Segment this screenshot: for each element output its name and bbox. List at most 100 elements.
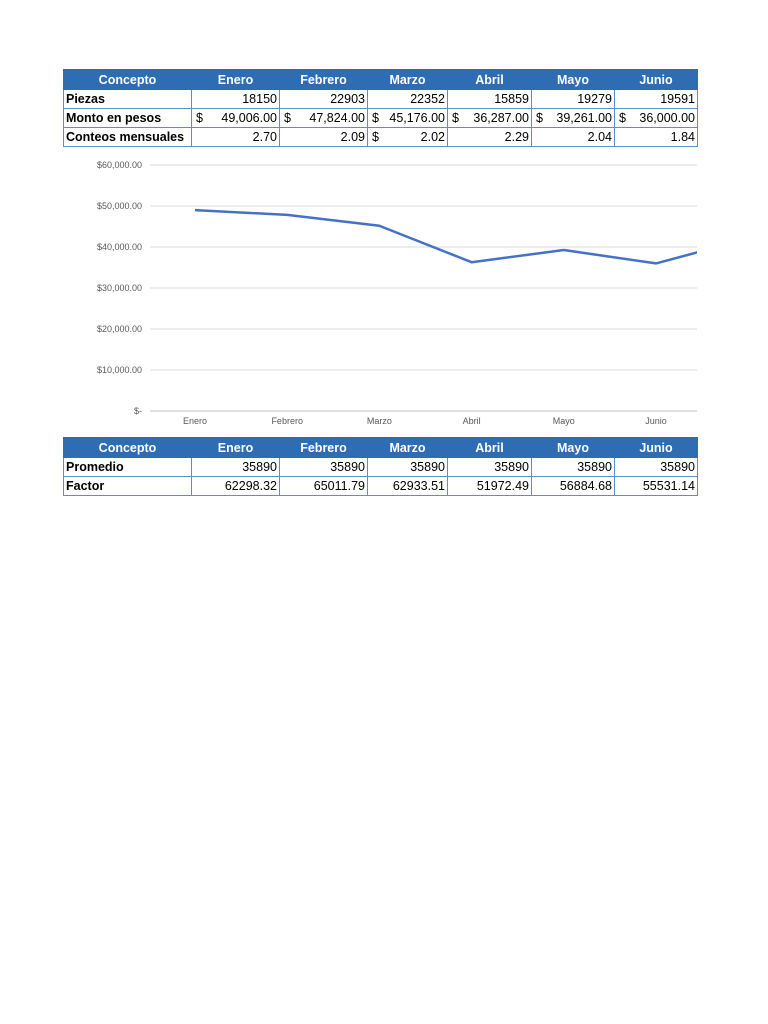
- x-tick-label: Junio: [645, 416, 667, 426]
- currency-symbol: $: [536, 111, 543, 125]
- cell-value: 35890: [242, 460, 277, 474]
- column-header: Enero: [191, 437, 280, 458]
- column-header: Febrero: [279, 69, 368, 90]
- cell-value: 36,287.00: [473, 111, 529, 125]
- table-cell[interactable]: 35890: [279, 457, 368, 477]
- row-label: Monto en pesos: [63, 108, 192, 128]
- cell-value: 2.04: [587, 130, 612, 144]
- currency-symbol: $: [372, 130, 379, 144]
- cell-value: 36,000.00: [639, 111, 695, 125]
- table-cell[interactable]: $36,287.00: [447, 108, 532, 128]
- x-tick-label: Febrero: [271, 416, 303, 426]
- currency-symbol: $: [452, 111, 459, 125]
- cell-value: 62933.51: [392, 479, 445, 493]
- table-cell[interactable]: 1.84: [614, 127, 698, 147]
- table-row: Monto en pesos $49,006.00 $47,824.00 $45,17…: [63, 108, 698, 128]
- cell-value: 55531.14: [642, 479, 695, 493]
- table-cell[interactable]: 62933.51: [367, 476, 448, 496]
- row-label: Conteos mensuales: [63, 127, 192, 147]
- column-header: Febrero: [279, 437, 368, 458]
- cell-value: 35890: [410, 460, 445, 474]
- table-cell[interactable]: 18150: [191, 89, 280, 109]
- currency-symbol: $: [196, 111, 203, 125]
- table-row: Conteos mensuales 2.70 2.09 $2.02 2.29 2.04 1.…: [63, 127, 698, 147]
- cell-value: 22903: [330, 92, 365, 106]
- monthly-summary-table: Concepto Enero Febrero Marzo Abril Mayo Junio P…: [63, 69, 698, 147]
- cell-value: 2.09: [340, 130, 365, 144]
- series-line: [194, 208, 697, 265]
- table-cell[interactable]: $47,824.00: [279, 108, 368, 128]
- cell-value: 49,006.00: [221, 111, 277, 125]
- y-tick-label: $20,000.00: [97, 324, 142, 334]
- table-cell[interactable]: 35890: [614, 457, 698, 477]
- x-tick-label: Enero: [183, 416, 207, 426]
- cell-value: 45,176.00: [389, 111, 445, 125]
- table-cell[interactable]: 55531.14: [614, 476, 698, 496]
- table-cell[interactable]: 15859: [447, 89, 532, 109]
- column-header: Concepto: [63, 437, 192, 458]
- table-cell[interactable]: 19591: [614, 89, 698, 109]
- currency-symbol: $: [284, 111, 291, 125]
- column-header: Marzo: [367, 437, 448, 458]
- cell-value: 19279: [577, 92, 612, 106]
- currency-symbol: $: [619, 111, 626, 125]
- y-tick-label: $50,000.00: [97, 201, 142, 211]
- column-header: Marzo: [367, 69, 448, 90]
- table-cell[interactable]: 35890: [531, 457, 615, 477]
- column-header: Abril: [447, 69, 532, 90]
- table-cell[interactable]: 19279: [531, 89, 615, 109]
- cell-value: 2.29: [504, 130, 529, 144]
- table-row: Promedio 35890 35890 35890 35890 35890 35890: [63, 457, 698, 477]
- table-cell[interactable]: $39,261.00: [531, 108, 615, 128]
- row-label: Piezas: [63, 89, 192, 109]
- row-label: Factor: [63, 476, 192, 496]
- table-cell[interactable]: 51972.49: [447, 476, 532, 496]
- factor-table: Concepto Enero Febrero Marzo Abril Mayo Junio P…: [63, 437, 698, 496]
- header-row: Concepto Enero Febrero Marzo Abril Mayo Junio: [63, 437, 698, 458]
- y-tick-label: $30,000.00: [97, 283, 142, 293]
- column-header: Junio: [614, 437, 698, 458]
- table-cell[interactable]: 62298.32: [191, 476, 280, 496]
- cell-value: 18150: [242, 92, 277, 106]
- table-row: Piezas 18150 22903 22352 15859 19279 19591: [63, 89, 698, 109]
- table-cell[interactable]: 2.70: [191, 127, 280, 147]
- cell-value: 47,824.00: [309, 111, 365, 125]
- table-cell[interactable]: 2.29: [447, 127, 532, 147]
- table-cell[interactable]: 2.04: [531, 127, 615, 147]
- table-cell[interactable]: 22903: [279, 89, 368, 109]
- y-tick-label: $60,000.00: [97, 160, 142, 170]
- cell-value: 15859: [494, 92, 529, 106]
- y-tick-label: $-: [134, 406, 142, 416]
- table-cell[interactable]: 35890: [191, 457, 280, 477]
- table-cell[interactable]: $2.02: [367, 127, 448, 147]
- table-cell[interactable]: 35890: [447, 457, 532, 477]
- y-tick-label: $40,000.00: [97, 242, 142, 252]
- cell-value: 51972.49: [476, 479, 529, 493]
- cell-value: 35890: [494, 460, 529, 474]
- cell-value: 35890: [330, 460, 365, 474]
- monto-line-chart: $- $10,000.00 $20,000.00 $30,000.00 $40,000.…: [97, 160, 697, 426]
- cell-value: 19591: [660, 92, 695, 106]
- x-tick-label: Abril: [463, 416, 481, 426]
- cell-value: 2.02: [420, 130, 445, 144]
- currency-symbol: $: [372, 111, 379, 125]
- table-cell[interactable]: $36,000.00: [614, 108, 698, 128]
- table-cell[interactable]: 35890: [367, 457, 448, 477]
- y-tick-label: $10,000.00: [97, 365, 142, 375]
- table-cell[interactable]: $49,006.00: [191, 108, 280, 128]
- cell-value: 62298.32: [224, 479, 277, 493]
- table-cell[interactable]: $45,176.00: [367, 108, 448, 128]
- cell-value: 35890: [660, 460, 695, 474]
- column-header: Junio: [614, 69, 698, 90]
- table-row: Factor 62298.32 65011.79 62933.51 51972.49 56…: [63, 476, 698, 496]
- x-tick-label: Mayo: [553, 416, 575, 426]
- table-cell[interactable]: 56884.68: [531, 476, 615, 496]
- table-cell[interactable]: 2.09: [279, 127, 368, 147]
- cell-value: 56884.68: [559, 479, 612, 493]
- header-row: Concepto Enero Febrero Marzo Abril Mayo Junio: [63, 69, 698, 90]
- column-header: Concepto: [63, 69, 192, 90]
- table-cell[interactable]: 22352: [367, 89, 448, 109]
- table-cell[interactable]: 65011.79: [279, 476, 368, 496]
- cell-value: 22352: [410, 92, 445, 106]
- cell-value: 65011.79: [313, 479, 365, 493]
